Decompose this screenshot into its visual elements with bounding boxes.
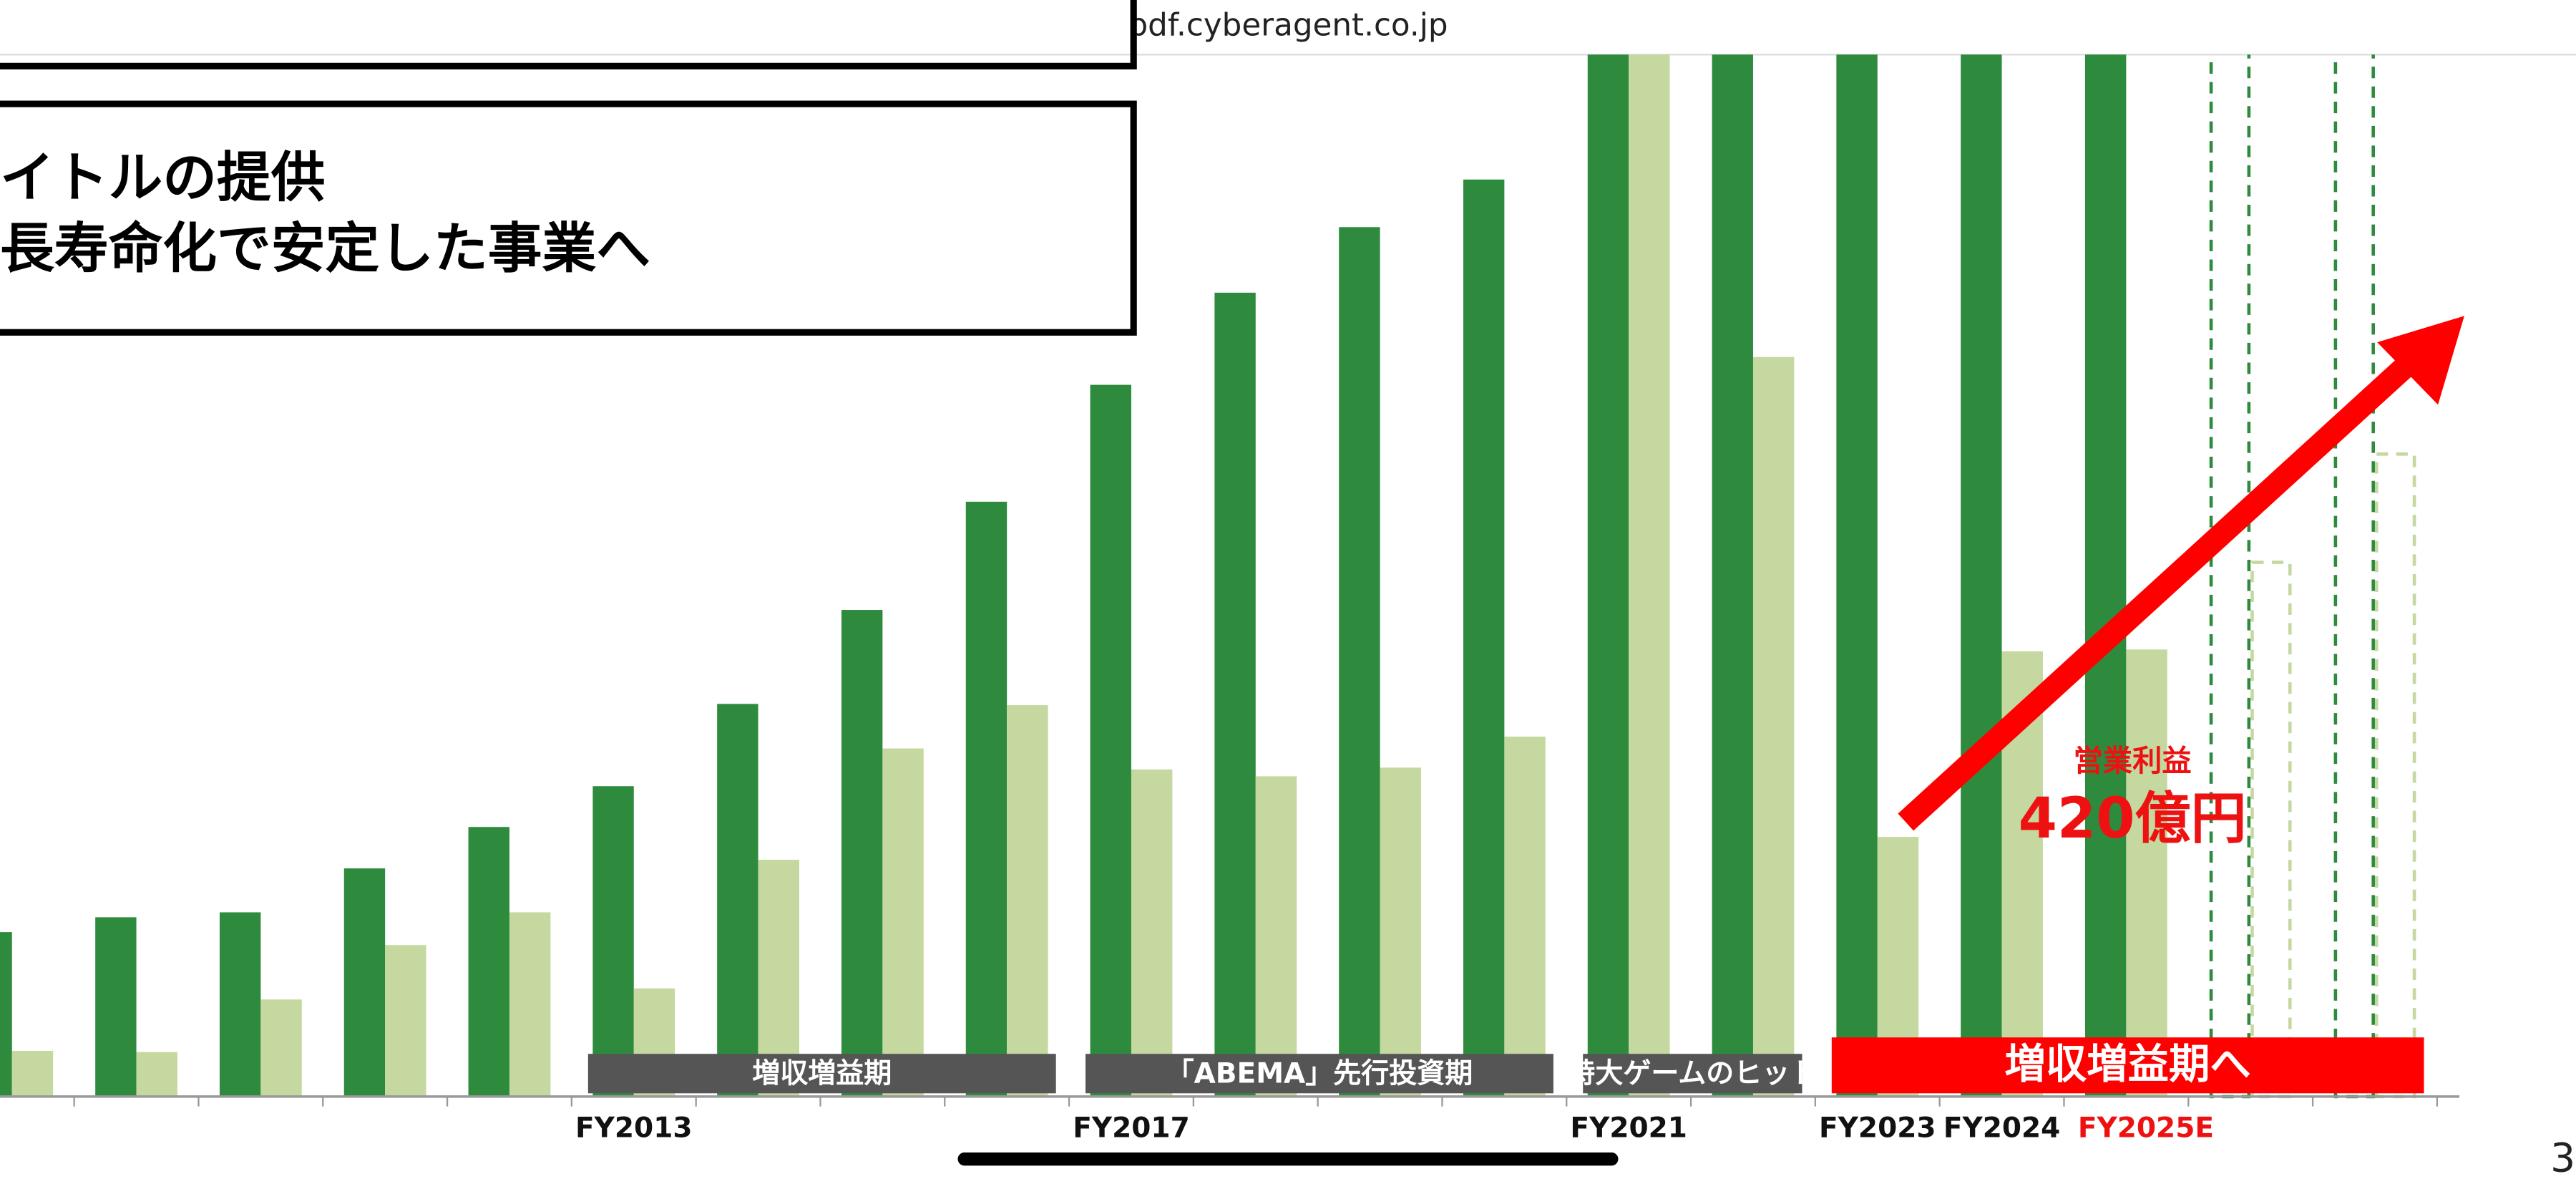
bar bbox=[1380, 767, 1421, 1097]
bar bbox=[219, 912, 261, 1097]
bar bbox=[882, 748, 924, 1097]
bar bbox=[1629, 54, 1670, 1097]
phase-banner bbox=[1583, 1054, 1802, 1094]
bar bbox=[1339, 227, 1380, 1097]
bar bbox=[1463, 179, 1505, 1097]
bar bbox=[2126, 649, 2167, 1097]
box-text: 長寿命化で安定した事業へ bbox=[0, 217, 650, 280]
bar bbox=[11, 1050, 54, 1097]
bar bbox=[841, 610, 883, 1097]
bar bbox=[717, 704, 758, 1097]
page-number: 3 bbox=[2550, 1135, 2575, 1181]
bar bbox=[1836, 54, 1878, 1097]
bar bbox=[1255, 776, 1297, 1097]
bar bbox=[1712, 54, 1753, 1097]
bar bbox=[1007, 705, 1048, 1097]
bar bbox=[1752, 356, 1795, 1097]
phase-banner bbox=[587, 1054, 1056, 1094]
bar bbox=[343, 868, 386, 1097]
bar bbox=[2084, 54, 2127, 1097]
phase-label: 「ABEMA」先行投資期 bbox=[1166, 1058, 1473, 1090]
bar bbox=[1961, 54, 2002, 1097]
phase-label: 増収増益期へ bbox=[2005, 1040, 2251, 1088]
text-box bbox=[0, 100, 1137, 336]
bar bbox=[2209, 54, 2251, 1099]
bar bbox=[1090, 384, 1131, 1097]
bar bbox=[1587, 54, 1629, 1097]
x-tick-label: FY2021 bbox=[1570, 1112, 1687, 1144]
bar bbox=[260, 999, 302, 1097]
text-box bbox=[0, 0, 1137, 69]
arrow-head bbox=[2377, 316, 2464, 405]
annotation: 営業利益 bbox=[2073, 744, 2191, 778]
x-tick-label: FY2024 bbox=[1943, 1112, 2061, 1144]
bar bbox=[1214, 292, 1256, 1097]
box-text: イトルの提供 bbox=[0, 146, 326, 209]
bar bbox=[1131, 769, 1173, 1097]
phase-label: 増収増益期 bbox=[752, 1058, 892, 1090]
bar bbox=[2250, 560, 2292, 1099]
x-tick-label: FY2017 bbox=[1073, 1112, 1190, 1144]
bar bbox=[965, 501, 1008, 1097]
bar bbox=[1504, 737, 1546, 1097]
plot bbox=[0, 54, 2416, 1099]
bar bbox=[136, 1052, 177, 1097]
url: pdf.cyberagent.co.jp bbox=[1128, 7, 1448, 43]
value-label: 420億円 bbox=[2019, 787, 2247, 851]
bar bbox=[468, 827, 509, 1097]
x-tick-label: FY2023 bbox=[1819, 1112, 1936, 1144]
bar bbox=[385, 945, 426, 1097]
bar bbox=[0, 932, 12, 1097]
bar bbox=[2333, 54, 2375, 1099]
x-tick-label: FY2025E bbox=[2078, 1112, 2214, 1144]
bar bbox=[509, 912, 551, 1097]
x-tick-label: FY2013 bbox=[575, 1112, 693, 1144]
phase-banner bbox=[1085, 1054, 1553, 1094]
bar bbox=[2374, 452, 2416, 1099]
phase-banner bbox=[1831, 1037, 2424, 1094]
bar bbox=[592, 786, 634, 1097]
bar bbox=[95, 917, 137, 1097]
scrollbar[interactable] bbox=[957, 1152, 1619, 1166]
phase-label: 特大ゲームのヒット bbox=[1567, 1058, 1818, 1090]
trend-arrow bbox=[1898, 356, 2415, 831]
